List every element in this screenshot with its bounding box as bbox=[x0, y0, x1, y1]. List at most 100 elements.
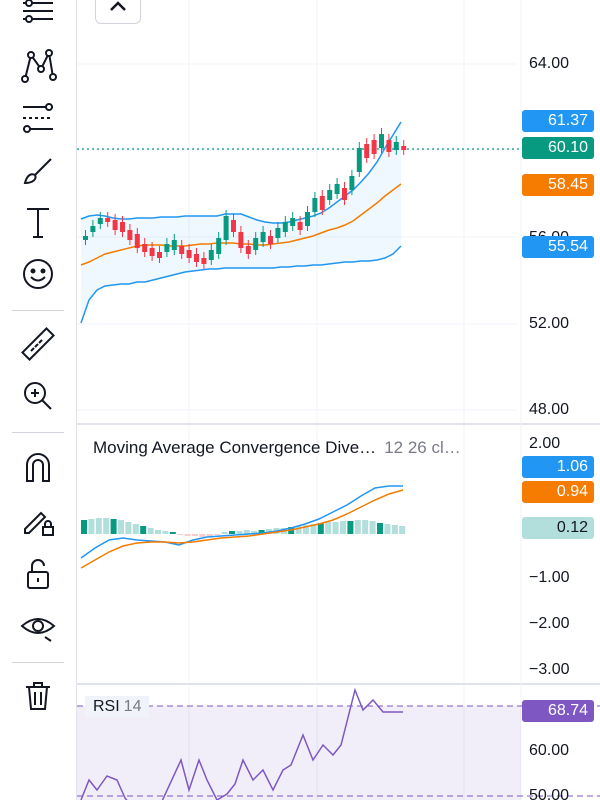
macd-line bbox=[80, 485, 403, 559]
candle bbox=[305, 212, 310, 226]
candle bbox=[201, 258, 207, 264]
candle bbox=[112, 220, 118, 230]
drawing-toolbar bbox=[0, 0, 77, 800]
text-tool-icon[interactable] bbox=[14, 202, 62, 242]
rsi-legend[interactable]: RSI 14 bbox=[85, 696, 150, 718]
candle bbox=[268, 236, 273, 244]
candle bbox=[379, 134, 384, 148]
price-axis-label: 64.00 bbox=[529, 55, 570, 72]
macd-histogram-bar bbox=[369, 521, 376, 534]
candle bbox=[97, 218, 103, 224]
rsi-params: 14 bbox=[123, 698, 142, 715]
bb-upper-price-tag: 61.37 bbox=[522, 110, 594, 132]
macd-histogram-bar bbox=[377, 523, 383, 534]
signal-line bbox=[80, 489, 404, 569]
macd-legend[interactable]: Moving Average Convergence Dive… 12 26 cl… bbox=[93, 438, 461, 458]
candle bbox=[127, 230, 133, 240]
magnet-tool-icon[interactable] bbox=[14, 448, 62, 488]
candle bbox=[238, 232, 244, 248]
macd-histogram-bar bbox=[236, 531, 243, 534]
lines-tool-icon[interactable] bbox=[14, 0, 62, 34]
macd-histogram-bar bbox=[310, 524, 317, 534]
chevron-up-icon bbox=[110, 1, 126, 11]
candle bbox=[142, 244, 148, 252]
pattern-tool-icon[interactable] bbox=[14, 46, 62, 86]
zoom-in-tool-icon[interactable] bbox=[14, 376, 62, 416]
candle bbox=[194, 254, 199, 262]
histogram-tag: 0.12 bbox=[522, 517, 594, 539]
price-axis-label: 52.00 bbox=[529, 315, 570, 332]
candle bbox=[157, 252, 162, 258]
macd-histogram-bar bbox=[391, 525, 398, 534]
candle bbox=[208, 250, 214, 260]
macd-histogram-bar bbox=[177, 534, 184, 535]
macd-histogram-bar bbox=[155, 530, 161, 534]
candle bbox=[171, 240, 177, 250]
macd-axis-label: −2.00 bbox=[529, 615, 570, 632]
candle bbox=[260, 232, 266, 242]
candle bbox=[253, 238, 259, 250]
candle bbox=[312, 198, 318, 212]
macd-histogram-bar bbox=[340, 521, 346, 534]
macd-histogram-bar bbox=[317, 523, 324, 534]
collapse-button[interactable] bbox=[95, 0, 141, 24]
macd-histogram-bar bbox=[147, 528, 154, 534]
macd-histogram-bar bbox=[140, 526, 147, 534]
macd-title: Moving Average Convergence Dive… bbox=[93, 438, 377, 457]
lock-drawing-tool-icon[interactable] bbox=[14, 500, 62, 540]
fib-tool-icon[interactable] bbox=[14, 98, 62, 138]
macd-histogram-bar bbox=[362, 520, 369, 534]
rsi-value-tag: 68.74 bbox=[522, 700, 594, 722]
candle bbox=[223, 216, 229, 240]
rsi-band bbox=[77, 706, 521, 800]
chart-area[interactable]: 64.00 56.00 52.00 48.00 61.37 60.10 58.4… bbox=[77, 0, 600, 804]
macd-histogram-bar bbox=[325, 522, 332, 534]
candle bbox=[342, 188, 347, 200]
trash-tool-icon[interactable] bbox=[14, 676, 62, 716]
chart-canvas[interactable] bbox=[77, 0, 600, 800]
macd-params: 12 26 cl… bbox=[384, 438, 461, 457]
signal-line-tag: 0.94 bbox=[522, 481, 594, 503]
macd-histogram-bar bbox=[103, 518, 110, 534]
candle bbox=[105, 218, 111, 222]
price-axis-label: 48.00 bbox=[529, 401, 570, 418]
macd-histogram-bar bbox=[258, 530, 265, 534]
last-price-tag: 60.10 bbox=[522, 137, 594, 159]
bb-upper-line bbox=[80, 121, 402, 224]
macd-histogram-bar bbox=[206, 534, 213, 536]
macd-histogram-bar bbox=[88, 519, 95, 534]
candle bbox=[356, 148, 362, 172]
macd-histogram-bar bbox=[354, 520, 361, 534]
candle bbox=[245, 246, 251, 254]
ruler-tool-icon[interactable] bbox=[14, 324, 62, 364]
macd-histogram-bar bbox=[169, 532, 176, 534]
macd-histogram-bar bbox=[132, 524, 139, 534]
macd-axis-label: 2.00 bbox=[529, 435, 561, 452]
candle bbox=[216, 238, 222, 254]
emoji-tool-icon[interactable] bbox=[14, 254, 62, 294]
eye-tool-icon[interactable] bbox=[14, 606, 62, 646]
candle bbox=[393, 142, 399, 150]
candle bbox=[290, 218, 296, 226]
macd-histogram-bar bbox=[95, 518, 102, 534]
bb-basis-price-tag: 58.45 bbox=[522, 174, 594, 196]
macd-histogram-bar bbox=[332, 522, 339, 534]
rsi-axis-label: 50.00 bbox=[529, 787, 570, 804]
candle bbox=[349, 176, 355, 190]
macd-axis-label: −3.00 bbox=[529, 661, 570, 678]
candle bbox=[90, 226, 96, 232]
brush-tool-icon[interactable] bbox=[14, 150, 62, 190]
macd-histogram-bar bbox=[347, 521, 354, 534]
macd-histogram-bar bbox=[384, 524, 391, 534]
candle bbox=[364, 144, 370, 158]
macd-histogram-bar bbox=[243, 530, 250, 534]
lock-tool-icon[interactable] bbox=[14, 554, 62, 594]
bb-lower-price-tag: 55.54 bbox=[522, 236, 594, 258]
rsi-axis-label: 60.00 bbox=[529, 742, 570, 759]
candle bbox=[164, 244, 170, 252]
macd-histogram-bar bbox=[399, 526, 406, 534]
candle bbox=[179, 246, 185, 254]
macd-histogram-bar bbox=[125, 522, 132, 534]
candle bbox=[371, 140, 377, 154]
macd-histogram-bar bbox=[229, 531, 235, 534]
